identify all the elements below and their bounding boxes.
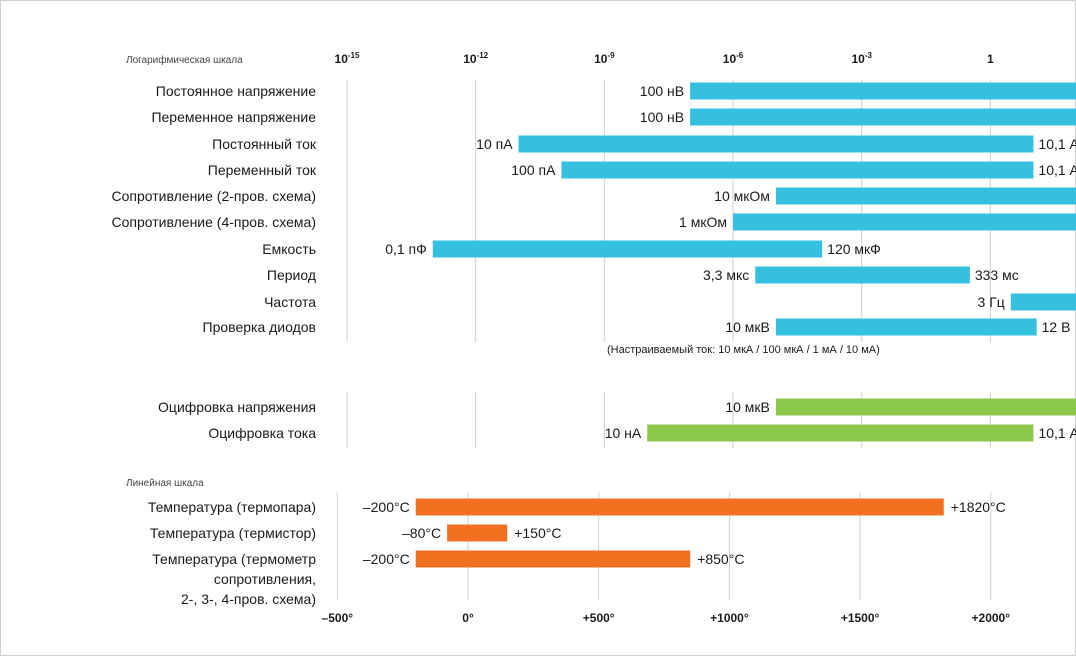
tick-label: +2000° [972, 611, 1011, 625]
row-label: Переменное напряжение [151, 109, 316, 125]
range-start-label: 10 мкОм [714, 188, 770, 204]
range-end-label: +1820°C [951, 499, 1006, 515]
range-start-label: 10 пА [476, 136, 513, 152]
tick-label: +1000° [710, 611, 749, 625]
range-bar [518, 135, 1034, 153]
range-end-label: 10,1 А [1038, 162, 1076, 178]
row-label: Оцифровка напряжения [158, 399, 316, 415]
range-end-label: 12 В [1042, 319, 1071, 335]
range-bar [415, 498, 944, 516]
row-label: сопротивления, [214, 571, 316, 587]
range-bar [561, 161, 1034, 179]
range-start-label: 3 Гц [978, 294, 1005, 310]
range-bar [647, 424, 1034, 442]
row-label: Температура (термистор) [150, 525, 316, 541]
range-end-label: 10,1 А [1038, 136, 1076, 152]
range-bar [775, 187, 1076, 205]
range-bar [432, 240, 823, 258]
tick-label: 1 [987, 52, 994, 66]
row-label: Постоянный ток [212, 136, 317, 152]
tick-label: 10-6 [723, 51, 744, 66]
range-start-label: 100 нВ [640, 109, 684, 125]
tick-label: 10-15 [335, 51, 360, 66]
range-bar [1010, 293, 1076, 311]
range-start-label: –200°C [363, 499, 410, 515]
range-start-label: 100 пА [511, 162, 556, 178]
linear-scale-caption: Линейная шкала [126, 478, 204, 489]
range-start-label: –200°C [363, 551, 410, 567]
row-label: Температура (термопара) [148, 499, 316, 515]
row-label: 2-, 3-, 4-пров. схема) [181, 591, 316, 607]
range-bar [775, 398, 1076, 416]
row-label: Переменный ток [208, 162, 317, 178]
tick-label: –500° [322, 611, 354, 625]
tick-label: 10-12 [463, 51, 488, 66]
range-start-label: 10 мкВ [725, 399, 770, 415]
row-label: Сопротивление (2-пров. схема) [112, 188, 316, 204]
range-bar [755, 266, 970, 284]
tick-label: 0° [462, 611, 474, 625]
log-scale-caption: Логарифмическая шкала [126, 54, 243, 66]
range-end-label: 10,1 А [1038, 425, 1076, 441]
row-label: Частота [264, 294, 316, 310]
row-label: Емкость [262, 241, 316, 257]
range-start-label: 10 мкВ [725, 319, 770, 335]
row-label: Оцифровка тока [208, 425, 316, 441]
row-label: Температура (термометр [152, 551, 316, 567]
range-start-label: 100 нВ [640, 83, 684, 99]
row-label: Проверка диодов [203, 319, 316, 335]
range-bar [447, 524, 508, 542]
range-end-label: 120 мкФ [827, 241, 881, 257]
range-end-label: +150°C [514, 525, 561, 541]
range-end-label: 333 мс [975, 267, 1019, 283]
tick-label: +500° [583, 611, 615, 625]
row-label: Сопротивление (4-пров. схема) [112, 214, 316, 230]
range-bar [733, 213, 1076, 231]
tick-label: 10-9 [594, 51, 615, 66]
range-end-label: +850°C [697, 551, 744, 567]
range-start-label: 3,3 мкс [703, 267, 749, 283]
range-start-label: 10 нА [605, 425, 642, 441]
row-label: Период [267, 267, 316, 283]
range-start-label: 0,1 пФ [385, 241, 427, 257]
row-label: Постоянное напряжение [156, 83, 316, 99]
range-bar [690, 108, 1076, 126]
diode-current-note: (Настраиваемый ток: 10 мкА / 100 мкА / 1… [607, 344, 880, 356]
range-bar [690, 82, 1076, 100]
tick-label: 10-3 [851, 51, 872, 66]
range-bar [775, 318, 1037, 336]
range-start-label: –80°C [402, 525, 441, 541]
range-bar [415, 550, 691, 568]
tick-label: +1500° [841, 611, 880, 625]
range-start-label: 1 мкОм [679, 214, 727, 230]
